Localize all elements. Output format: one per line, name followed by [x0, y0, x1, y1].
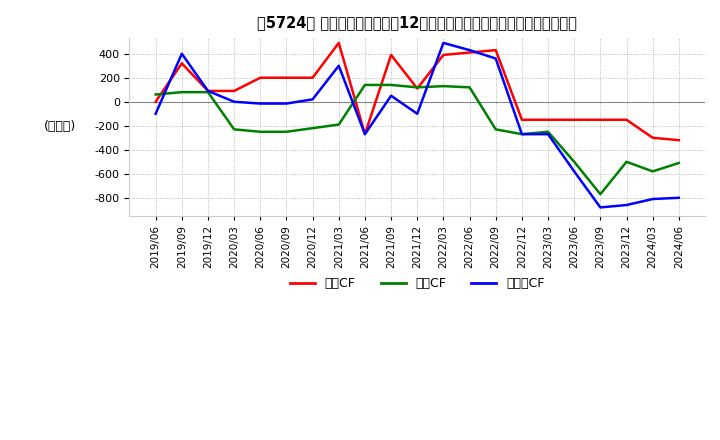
フリーCF — [151, 111, 160, 117]
フリーCF — [570, 169, 579, 174]
投資CF — [596, 191, 605, 197]
フリーCF — [596, 205, 605, 210]
投資CF — [335, 122, 343, 127]
投資CF — [204, 89, 212, 95]
投資CF — [518, 132, 526, 137]
投資CF — [308, 125, 317, 131]
営業CF — [596, 117, 605, 122]
投資CF — [649, 169, 657, 174]
投資CF — [387, 82, 395, 88]
営業CF — [570, 117, 579, 122]
投資CF — [675, 160, 683, 165]
営業CF — [178, 61, 186, 66]
営業CF — [387, 52, 395, 58]
営業CF — [544, 117, 552, 122]
営業CF — [439, 52, 448, 58]
投資CF — [151, 92, 160, 97]
Y-axis label: (百万円): (百万円) — [44, 121, 76, 133]
営業CF — [361, 132, 369, 137]
投資CF — [492, 127, 500, 132]
フリーCF — [204, 88, 212, 94]
営業CF — [465, 50, 474, 55]
フリーCF — [335, 63, 343, 68]
投資CF — [230, 127, 238, 132]
フリーCF — [649, 196, 657, 202]
Title: 【5724】 キャッシュフローの12か月移動合計の対前年同期増減額の推移: 【5724】 キャッシュフローの12か月移動合計の対前年同期増減額の推移 — [257, 15, 577, 30]
営業CF — [518, 117, 526, 122]
フリーCF — [178, 51, 186, 56]
営業CF — [230, 88, 238, 94]
フリーCF — [308, 97, 317, 102]
投資CF — [439, 84, 448, 89]
Line: フリーCF: フリーCF — [156, 43, 679, 207]
フリーCF — [465, 48, 474, 53]
投資CF — [544, 129, 552, 134]
営業CF — [256, 75, 265, 81]
営業CF — [335, 40, 343, 46]
営業CF — [282, 75, 291, 81]
営業CF — [492, 48, 500, 53]
投資CF — [256, 129, 265, 134]
営業CF — [622, 117, 631, 122]
フリーCF — [230, 99, 238, 104]
フリーCF — [282, 101, 291, 106]
フリーCF — [439, 40, 448, 46]
投資CF — [178, 89, 186, 95]
投資CF — [413, 85, 422, 90]
営業CF — [308, 75, 317, 81]
フリーCF — [492, 56, 500, 61]
フリーCF — [518, 132, 526, 137]
投資CF — [465, 85, 474, 90]
投資CF — [622, 159, 631, 165]
フリーCF — [387, 93, 395, 99]
Legend: 営業CF, 投資CF, フリーCF: 営業CF, 投資CF, フリーCF — [284, 272, 550, 295]
営業CF — [675, 138, 683, 143]
投資CF — [361, 82, 369, 88]
Line: 投資CF: 投資CF — [156, 85, 679, 194]
フリーCF — [675, 195, 683, 201]
投資CF — [570, 159, 579, 165]
営業CF — [649, 135, 657, 140]
営業CF — [151, 99, 160, 104]
フリーCF — [544, 132, 552, 137]
Line: 営業CF: 営業CF — [156, 43, 679, 140]
フリーCF — [413, 111, 422, 117]
フリーCF — [361, 132, 369, 137]
営業CF — [204, 88, 212, 94]
フリーCF — [622, 202, 631, 208]
営業CF — [413, 86, 422, 91]
投資CF — [282, 129, 291, 134]
フリーCF — [256, 101, 265, 106]
